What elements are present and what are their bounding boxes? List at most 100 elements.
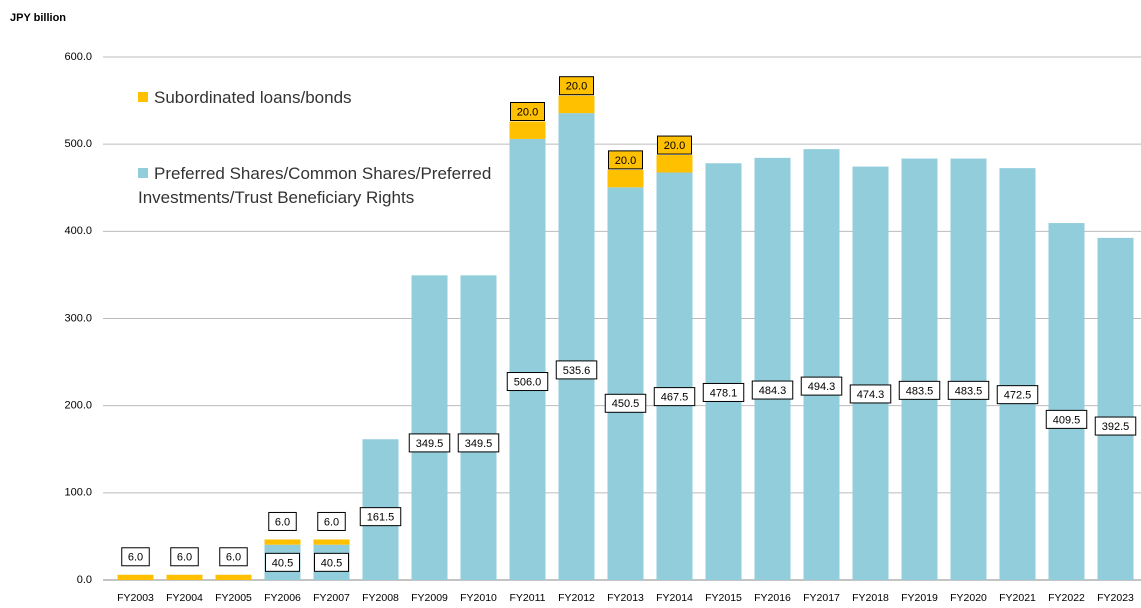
data-label: 6.0 — [275, 516, 290, 528]
data-label: 467.5 — [661, 392, 689, 404]
bar-segment — [607, 169, 644, 188]
data-label: 494.3 — [808, 381, 836, 393]
label-box — [506, 372, 549, 392]
data-label: 161.5 — [367, 512, 395, 524]
data-label: 20.0 — [517, 106, 538, 118]
data-label: 6.0 — [177, 552, 192, 564]
x-tick-label: FY2013 — [607, 592, 644, 604]
data-label: 484.3 — [759, 385, 787, 397]
label-box — [317, 511, 346, 531]
bar-segment — [558, 95, 595, 114]
y-tick-label: 200.0 — [64, 400, 92, 412]
data-label: 450.5 — [612, 398, 640, 410]
bar-segment — [558, 113, 595, 581]
data-label: 483.5 — [906, 385, 934, 397]
y-tick-label: 500.0 — [64, 138, 92, 150]
x-tick-label: FY2021 — [999, 592, 1036, 604]
x-tick-label: FY2015 — [705, 592, 742, 604]
bar-segment — [313, 539, 350, 545]
label-box — [457, 433, 500, 453]
bar-segment — [509, 138, 546, 581]
legend-label: Subordinated loans/bonds — [154, 88, 352, 107]
bar-segment — [1048, 223, 1085, 581]
bar-segment — [460, 275, 497, 580]
x-tick-label: FY2022 — [1048, 592, 1085, 604]
bar-segment — [656, 172, 693, 580]
x-tick-label: FY2008 — [362, 592, 399, 604]
bar-segment — [215, 574, 252, 580]
bar-segment — [117, 574, 154, 580]
data-label: 483.5 — [955, 385, 983, 397]
bar-segment — [607, 187, 644, 581]
data-label: 6.0 — [226, 552, 241, 564]
label-box — [170, 547, 199, 567]
label-box — [359, 507, 402, 527]
label-box — [1094, 416, 1137, 436]
label-box — [657, 135, 692, 155]
data-label: 535.6 — [563, 365, 591, 377]
label-box — [898, 380, 941, 400]
data-label: 506.0 — [514, 376, 542, 388]
label-box — [800, 376, 843, 396]
y-tick-label: 400.0 — [64, 225, 92, 237]
x-tick-label: FY2016 — [754, 592, 791, 604]
label-box — [608, 150, 643, 170]
data-label: 392.5 — [1102, 421, 1130, 433]
x-tick-label: FY2010 — [460, 592, 497, 604]
data-label: 409.5 — [1053, 414, 1081, 426]
y-tick-label: 0.0 — [77, 574, 92, 586]
label-box — [408, 433, 451, 453]
bar-segment — [264, 539, 301, 545]
bar-segment — [411, 275, 448, 580]
x-tick-label: FY2019 — [901, 592, 938, 604]
x-tick-label: FY2011 — [510, 592, 546, 604]
label-box — [702, 382, 745, 402]
bar-segment — [705, 163, 742, 580]
bar-segment — [656, 155, 693, 173]
label-box — [559, 76, 594, 96]
data-label: 472.5 — [1004, 390, 1032, 402]
x-tick-label: FY2009 — [411, 592, 448, 604]
data-label: 478.1 — [710, 387, 738, 399]
legend-swatch — [138, 168, 148, 178]
data-label: 349.5 — [416, 438, 444, 450]
label-box — [510, 102, 545, 122]
bar-segment — [754, 157, 791, 580]
y-tick-label: 100.0 — [64, 487, 92, 499]
label-box — [849, 384, 892, 404]
x-tick-label: FY2020 — [950, 592, 987, 604]
x-tick-label: FY2023 — [1097, 592, 1134, 604]
bar-segment — [803, 149, 840, 580]
data-label: 20.0 — [615, 155, 636, 167]
bar-segment — [509, 121, 546, 139]
x-tick-label: FY2004 — [166, 592, 203, 604]
x-tick-label: FY2017 — [803, 592, 840, 604]
data-label: 349.5 — [465, 438, 493, 450]
bar-segment — [950, 158, 987, 580]
bar-segment — [999, 168, 1036, 580]
data-label: 20.0 — [566, 81, 587, 93]
x-tick-label: FY2018 — [852, 592, 889, 604]
legend-item: Preferred Shares/Common Shares/Preferred… — [138, 162, 588, 210]
data-label: 6.0 — [324, 516, 339, 528]
label-box — [219, 547, 248, 567]
bar-segment — [901, 158, 938, 580]
x-tick-label: FY2006 — [264, 592, 301, 604]
label-box — [996, 385, 1039, 405]
data-label: 474.3 — [857, 389, 885, 401]
data-label: 40.5 — [272, 557, 293, 569]
data-label: 20.0 — [664, 140, 685, 152]
data-label: 40.5 — [321, 557, 342, 569]
y-axis-title: JPY billion — [10, 12, 66, 24]
legend-item: Subordinated loans/bonds — [138, 86, 578, 110]
x-tick-label: FY2005 — [215, 592, 252, 604]
label-box — [751, 380, 794, 400]
x-tick-label: FY2003 — [117, 592, 154, 604]
bar-segment — [852, 166, 889, 581]
x-tick-label: FY2012 — [558, 592, 595, 604]
label-box — [555, 360, 598, 380]
legend-swatch — [138, 92, 148, 102]
x-tick-label: FY2014 — [656, 592, 693, 604]
